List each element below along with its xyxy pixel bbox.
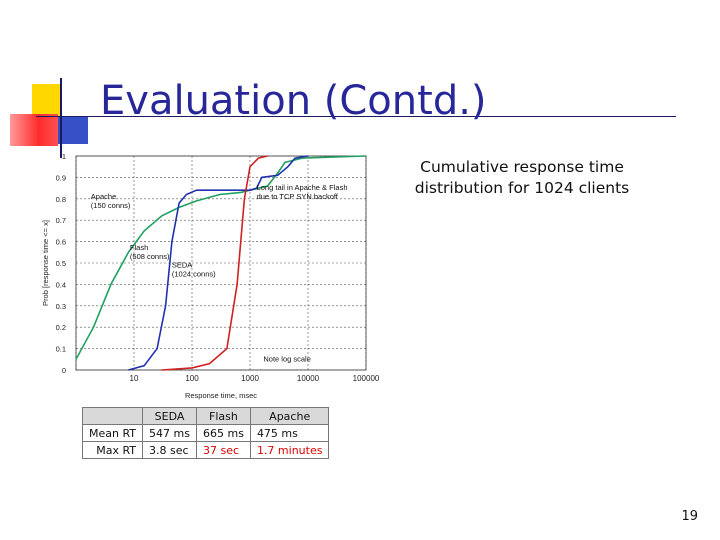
chart-caption: Cumulative response time distribution fo… [414, 158, 630, 197]
annotation-text: Note log scale [263, 354, 311, 363]
annotation-1: Apache(150 conns) [91, 192, 131, 210]
annotation-subtext: (150 conns) [91, 201, 131, 210]
annotation-subtext: (1024 conns) [172, 269, 216, 278]
x-tick-label: 1000 [241, 374, 259, 383]
table-header-blank [81, 407, 144, 425]
decor-yellow-square [32, 84, 62, 118]
table-row: Max RT 3.8 sec 37 sec 1.7 minutes [81, 441, 330, 459]
annotation-text: SEDA [172, 260, 192, 269]
x-tick-label: 100000 [353, 374, 380, 383]
chart-ticks: 0 0.1 0.2 0.3 0.4 0.5 0.6 0.7 0.8 0.9 1 10 100 1000 10… [41, 152, 380, 400]
cell-apache-highlight: 1.7 minutes [249, 441, 330, 459]
annotation-text: Apache [91, 192, 116, 201]
cell-flash-highlight: 37 sec [195, 441, 251, 459]
y-tick-label: 0.8 [56, 195, 66, 204]
chart-axes [75, 155, 367, 371]
row-label: Max RT [81, 441, 144, 459]
x-tick-label: 10000 [297, 374, 320, 383]
annotation-3: SEDA(1024 conns) [172, 260, 216, 278]
plot-frame [75, 155, 367, 371]
x-axis-label: Response time, msec [185, 391, 257, 400]
cell-apache: 475 ms [249, 424, 330, 442]
slide-title: Evaluation (Contd.) [100, 78, 487, 124]
cell-seda: 547 ms [142, 424, 197, 442]
y-tick-label: 0.4 [56, 280, 66, 289]
y-tick-label: 0.3 [56, 302, 66, 311]
annotation-2: Flash(508 conns) [130, 243, 170, 261]
chart-annotations: Apache(150 conns) Flash(508 conns)SEDA(10… [91, 183, 348, 363]
decor-blue-square [58, 116, 88, 144]
table-header-row: SEDA Flash Apache [81, 407, 330, 425]
row-label: Mean RT [81, 424, 144, 442]
chart-series [75, 155, 367, 371]
y-tick-label: 1 [62, 152, 66, 161]
cell-seda: 3.8 sec [142, 441, 197, 459]
table-header-flash: Flash [195, 407, 251, 425]
series-line-flash [128, 155, 309, 371]
decor-vertical-line [60, 78, 62, 158]
decor-red-bar [10, 114, 58, 146]
chart-grid [75, 155, 367, 371]
y-tick-label: 0.9 [56, 173, 66, 182]
x-tick-label: 100 [185, 374, 199, 383]
annotation-5: Note log scale [263, 354, 311, 363]
annotation-text: Long tail in Apache & Flash [257, 183, 348, 192]
table-header-seda: SEDA [142, 407, 197, 425]
response-time-table: SEDA Flash Apache Mean RT 547 ms 665 ms … [81, 407, 330, 459]
title-underline [36, 116, 676, 117]
y-axis-label: Prob [response time <= x] [41, 220, 50, 306]
response-time-chart: 0 0.1 0.2 0.3 0.4 0.5 0.6 0.7 0.8 0.9 1 10 100 1000 10… [41, 152, 380, 400]
x-tick-label: 10 [130, 374, 139, 383]
y-tick-label: 0.7 [56, 216, 66, 225]
annotation-subtext: due to TCP SYN backoff [257, 192, 339, 201]
series-line-apache [75, 155, 367, 360]
y-tick-label: 0.1 [56, 345, 66, 354]
annotation-text: Flash [130, 243, 148, 252]
table-row: Mean RT 547 ms 665 ms 475 ms [81, 424, 330, 442]
annotation-subtext: (508 conns) [130, 252, 170, 261]
y-tick-label: 0.2 [56, 323, 66, 332]
y-tick-label: 0.6 [56, 238, 66, 247]
page-number: 19 [681, 509, 698, 524]
cell-flash: 665 ms [195, 424, 251, 442]
series-line-seda [161, 155, 268, 371]
y-tick-label: 0 [62, 366, 66, 375]
y-tick-label: 0.5 [56, 259, 66, 268]
table-header-apache: Apache [249, 407, 330, 425]
